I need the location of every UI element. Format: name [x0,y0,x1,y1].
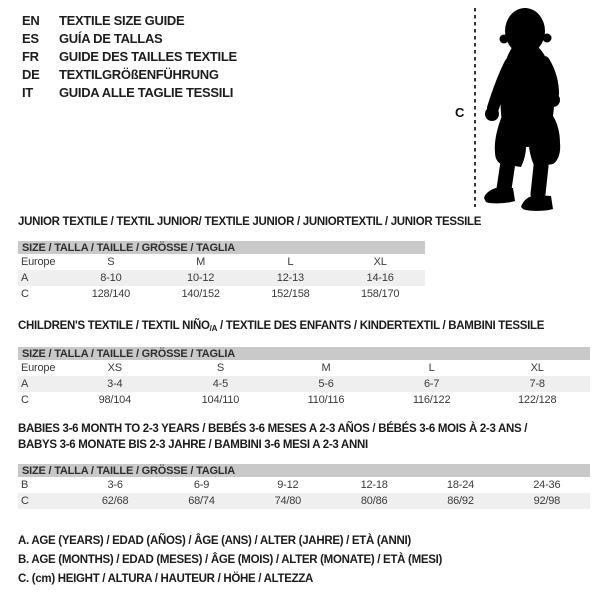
row-label: Europe [21,362,56,374]
language-row: FR GUIDE DES TAILLES TEXTILE [22,47,237,65]
footnote-b: B. AGE (MONTHS) / EDAD (MESES) / ÂGE (MO… [18,554,443,566]
language-code: EN [22,12,40,28]
table-header-bar: SIZE / TALLA / TAILLE / GRÖSSE / TAGLIA [18,347,590,360]
table-cell: 14-16 [366,272,394,284]
language-code: IT [22,84,33,100]
row-label: C [21,394,29,406]
table-cell: 74/80 [274,495,302,507]
table-cell: 6-7 [423,378,440,390]
table-row: B 3-6 6-9 9-12 12-18 18-24 24-36 [18,477,590,493]
language-title: TEXTILGRÖßENFÜHRUNG [59,66,219,82]
junior-section-heading: JUNIOR TEXTILE / TEXTIL JUNIOR/ TEXTILE … [18,216,482,228]
children-heading-prefix: CHILDREN'S TEXTILE / TEXTIL NIÑO [18,320,210,332]
table-cell: 12-13 [276,272,304,284]
row-label: C [21,495,29,507]
table-cell: 122/128 [518,394,557,406]
babies-heading-line1: BABIES 3-6 MONTH TO 2-3 YEARS / BEBÉS 3-… [18,423,528,435]
table-cell: 140/152 [181,288,220,300]
language-title: TEXTILE SIZE GUIDE [59,12,185,28]
table-cell: 6-9 [193,479,210,491]
language-code: ES [22,30,39,46]
table-cell: L [428,362,435,374]
children-heading-suffix: / TEXTILE DES ENFANTS / KINDERTEXTIL / B… [217,320,545,332]
table-cell: 5-6 [318,378,334,390]
table-cell: 116/122 [412,394,451,406]
language-title: GUIDA ALLE TAGLIE TESSILI [59,84,234,100]
table-cell: L [287,256,294,268]
footnotes: A. AGE (YEARS) / EDAD (AÑOS) / ÂGE (ANS)… [18,532,442,589]
table-cell: 62/68 [101,495,129,507]
table-cell: M [321,362,331,374]
language-code: FR [22,48,39,64]
table-cell: 110/116 [307,394,345,406]
row-label: C [21,288,29,300]
table-cell: 98/104 [98,394,132,406]
table-cell: M [196,256,206,268]
table-cell: 104/110 [201,394,240,406]
table-cell: 80/86 [360,495,388,507]
language-row: EN TEXTILE SIZE GUIDE [22,11,237,29]
table-cell: XS [107,362,122,374]
table-row: Europe S M L XL [18,254,425,270]
table-cell: 68/74 [188,495,215,507]
table-row: A 3-4 4-5 5-6 6-7 7-8 [18,376,590,392]
table-cell: 92/98 [533,495,561,507]
table-cell: S [107,256,115,268]
babies-size-table: SIZE / TALLA / TAILLE / GRÖSSE / TAGLIA … [18,464,590,509]
table-cell: XL [530,362,544,374]
row-label: Europe [21,256,56,268]
children-size-table: SIZE / TALLA / TAILLE / GRÖSSE / TAGLIA … [18,347,590,408]
language-row: DE TEXTILGRÖßENFÜHRUNG [22,65,237,83]
language-row: IT GUIDA ALLE TAGLIE TESSILI [22,83,237,101]
babies-heading-line2: BABYS 3-6 MONATE BIS 2-3 JAHRE / BAMBINI… [18,439,368,451]
table-cell: 128/140 [91,288,131,300]
table-row: Europe XS S M L XL [18,360,590,376]
footnote-c: C. (cm) HEIGHT / ALTURA / HAUTEUR / HÖHE… [18,573,314,585]
table-cell: 152/158 [271,288,310,300]
table-cell: XL [373,256,387,268]
table-cell: 4-5 [212,378,229,390]
row-label: B [21,479,29,491]
table-cell: 3-6 [107,479,124,491]
table-cell: 18-24 [446,479,475,491]
babies-section-heading: BABIES 3-6 MONTH TO 2-3 YEARS / BEBÉS 3-… [18,421,528,453]
table-cell: 86/92 [447,495,474,507]
language-title: GUIDE DES TAILLES TEXTILE [59,48,237,64]
language-list: EN TEXTILE SIZE GUIDE ES GUÍA DE TALLAS … [22,11,237,101]
table-cell: S [216,362,224,374]
language-row: ES GUÍA DE TALLAS [22,29,237,47]
table-cell: 3-4 [107,378,123,390]
language-code: DE [22,66,40,82]
table-header-bar: SIZE / TALLA / TAILLE / GRÖSSE / TAGLIA [18,241,425,254]
table-row: C 98/104 104/110 110/116 116/122 122/128 [18,392,590,408]
table-header-bar: SIZE / TALLA / TAILLE / GRÖSSE / TAGLIA [18,464,590,477]
table-cell: 8-10 [100,272,122,284]
table-cell: 9-12 [277,479,299,491]
junior-size-table: SIZE / TALLA / TAILLE / GRÖSSE / TAGLIA … [18,241,425,302]
table-cell: 12-18 [360,479,388,491]
table-cell: 24-36 [533,479,561,491]
table-row: A 8-10 10-12 12-13 14-16 [18,270,425,286]
row-label: A [21,378,29,390]
baby-silhouette-icon [474,8,561,211]
baby-figure [468,0,600,215]
table-cell: 158/170 [360,288,400,300]
language-title: GUÍA DE TALLAS [59,30,163,46]
height-label-c: C [455,105,465,120]
table-cell: 7-8 [529,378,546,390]
footnote-a: A. AGE (YEARS) / EDAD (AÑOS) / ÂGE (ANS)… [18,535,411,547]
row-label: A [21,272,29,284]
table-row: C 128/140 140/152 152/158 158/170 [18,286,425,302]
table-cell: 10-12 [187,272,215,284]
children-section-heading: CHILDREN'S TEXTILE / TEXTIL NIÑO/A / TEX… [18,320,544,333]
table-row: C 62/68 68/74 74/80 80/86 86/92 92/98 [18,493,590,509]
children-heading-subscript: /A [209,324,218,333]
